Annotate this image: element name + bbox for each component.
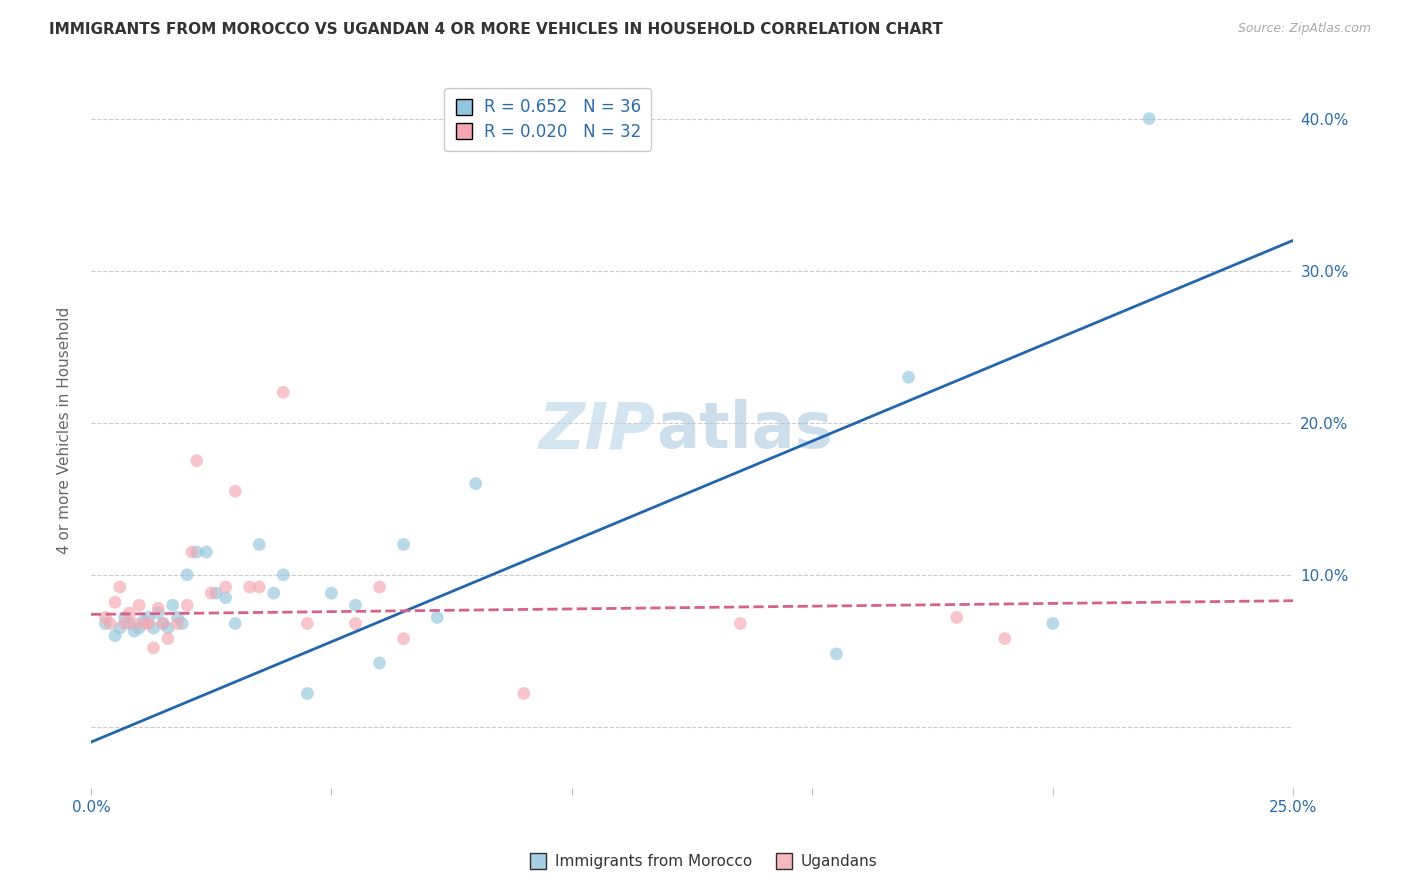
Point: [214, 580, 236, 594]
Point: [122, 616, 145, 631]
Point: [172, 616, 194, 631]
Text: atlas: atlas: [657, 400, 832, 461]
Point: [162, 599, 184, 613]
Point: [945, 610, 967, 624]
Point: [114, 616, 136, 631]
Point: [321, 586, 343, 600]
Point: [176, 599, 198, 613]
Point: [142, 640, 165, 655]
Legend: Immigrants from Morocco, Ugandans: Immigrants from Morocco, Ugandans: [523, 848, 883, 875]
Point: [994, 632, 1017, 646]
Point: [152, 616, 174, 631]
Point: [156, 632, 179, 646]
Point: [181, 545, 204, 559]
Point: [104, 595, 127, 609]
Text: ZIP: ZIP: [538, 400, 657, 461]
Point: [464, 476, 486, 491]
Point: [392, 632, 415, 646]
Point: [368, 656, 391, 670]
Point: [186, 545, 208, 559]
Point: [114, 610, 136, 624]
Point: [176, 567, 198, 582]
Point: [273, 385, 295, 400]
Point: [247, 537, 270, 551]
Point: [224, 484, 246, 499]
Point: [128, 599, 150, 613]
Point: [98, 616, 121, 631]
Point: [239, 580, 262, 594]
Point: [200, 586, 222, 600]
Point: [297, 616, 319, 631]
Point: [214, 591, 236, 605]
Point: [108, 621, 131, 635]
Point: [122, 624, 145, 639]
Point: [205, 586, 228, 600]
Point: [297, 686, 319, 700]
Point: [152, 616, 174, 631]
Point: [263, 586, 285, 600]
Point: [1137, 112, 1160, 126]
Point: [224, 616, 246, 631]
Y-axis label: 4 or more Vehicles in Household: 4 or more Vehicles in Household: [58, 307, 72, 554]
Point: [94, 610, 117, 624]
Point: [166, 616, 188, 631]
Point: [392, 537, 415, 551]
Point: [108, 580, 131, 594]
Point: [825, 647, 848, 661]
Point: [156, 621, 179, 635]
Point: [728, 616, 751, 631]
Point: [118, 616, 141, 631]
Point: [132, 616, 155, 631]
Point: [94, 616, 117, 631]
Point: [344, 599, 367, 613]
Point: [897, 370, 920, 384]
Point: [142, 621, 165, 635]
Point: [247, 580, 270, 594]
Point: [148, 606, 170, 620]
Point: [148, 601, 170, 615]
Point: [368, 580, 391, 594]
Legend: R = 0.652   N = 36, R = 0.020   N = 32: R = 0.652 N = 36, R = 0.020 N = 32: [444, 88, 651, 151]
Text: IMMIGRANTS FROM MOROCCO VS UGANDAN 4 OR MORE VEHICLES IN HOUSEHOLD CORRELATION C: IMMIGRANTS FROM MOROCCO VS UGANDAN 4 OR …: [49, 22, 943, 37]
Point: [273, 567, 295, 582]
Point: [128, 621, 150, 635]
Point: [344, 616, 367, 631]
Text: Source: ZipAtlas.com: Source: ZipAtlas.com: [1237, 22, 1371, 36]
Point: [166, 610, 188, 624]
Point: [118, 606, 141, 620]
Point: [513, 686, 536, 700]
Point: [426, 610, 449, 624]
Point: [104, 629, 127, 643]
Point: [1042, 616, 1064, 631]
Point: [186, 454, 208, 468]
Point: [132, 614, 155, 628]
Point: [138, 610, 160, 624]
Point: [138, 616, 160, 631]
Point: [195, 545, 218, 559]
